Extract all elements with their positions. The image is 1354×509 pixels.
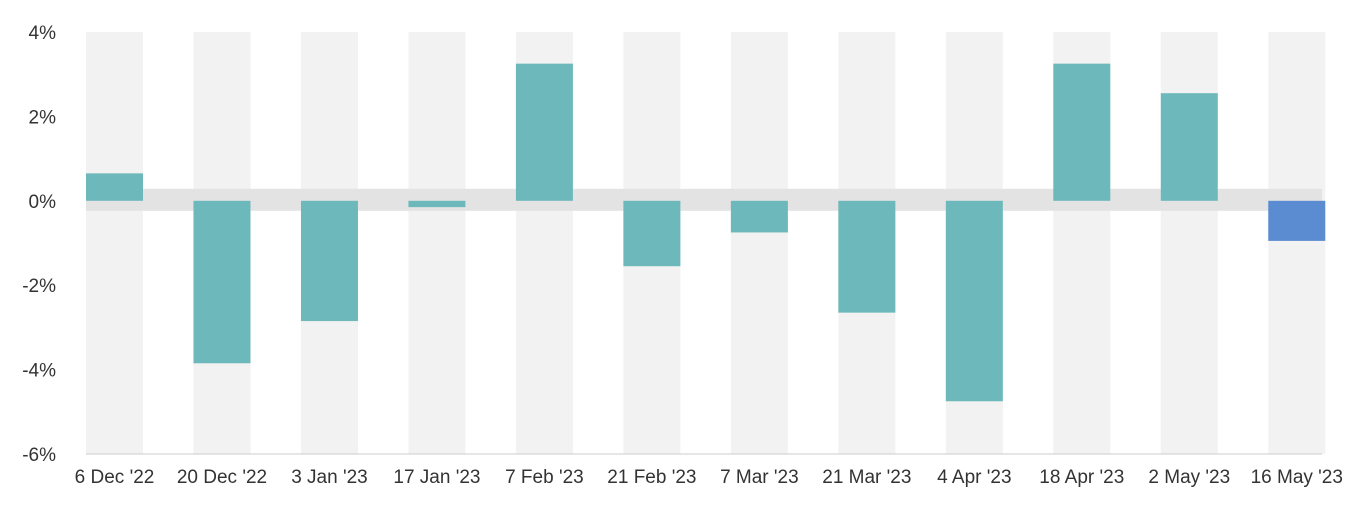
x-tick-label: 16 May '23 xyxy=(1251,467,1343,488)
bar xyxy=(300,200,358,322)
y-tick-label: 4% xyxy=(29,23,57,44)
x-tick-label: 17 Jan '23 xyxy=(393,467,480,488)
y-axis-tick-labels: 4% 2% 0% -2% -4% -6% xyxy=(22,23,56,466)
x-tick-label: 20 Dec '22 xyxy=(177,467,267,488)
y-tick-label: -4% xyxy=(22,361,56,382)
bars xyxy=(86,63,1326,402)
x-tick-label: 3 Jan '23 xyxy=(291,467,368,488)
column-band xyxy=(730,32,788,454)
x-tick-label: 21 Feb '23 xyxy=(607,467,696,488)
y-tick-label: 0% xyxy=(29,192,57,213)
x-tick-label: 7 Feb '23 xyxy=(505,467,584,488)
bar xyxy=(193,200,251,364)
zero-band-group xyxy=(86,188,1322,211)
column-band xyxy=(86,32,143,454)
zero-line-band xyxy=(86,188,1322,211)
bar xyxy=(623,200,681,267)
column-bands xyxy=(86,32,1326,454)
column-band xyxy=(408,32,466,454)
bar xyxy=(730,200,788,233)
bar xyxy=(945,200,1003,402)
bar xyxy=(1053,63,1111,201)
x-tick-label: 18 Apr '23 xyxy=(1039,467,1124,488)
y-tick-label: -2% xyxy=(22,276,56,297)
bar xyxy=(1160,93,1218,201)
x-axis-tick-labels: 6 Dec '22 20 Dec '22 3 Jan '23 17 Jan '23 7 … xyxy=(75,467,1343,488)
x-tick-label: 6 Dec '22 xyxy=(75,467,155,488)
bar xyxy=(515,63,573,201)
x-tick-label: 2 May '23 xyxy=(1148,467,1230,488)
x-tick-label: 21 Mar '23 xyxy=(822,467,911,488)
column-band xyxy=(1268,32,1326,454)
bar xyxy=(408,200,466,208)
bar xyxy=(838,200,896,313)
y-tick-label: -6% xyxy=(22,445,56,466)
bar xyxy=(86,173,143,201)
bar xyxy=(1268,200,1326,241)
x-tick-label: 4 Apr '23 xyxy=(937,467,1011,488)
x-tick-label: 7 Mar '23 xyxy=(720,467,799,488)
y-tick-label: 2% xyxy=(29,107,57,128)
